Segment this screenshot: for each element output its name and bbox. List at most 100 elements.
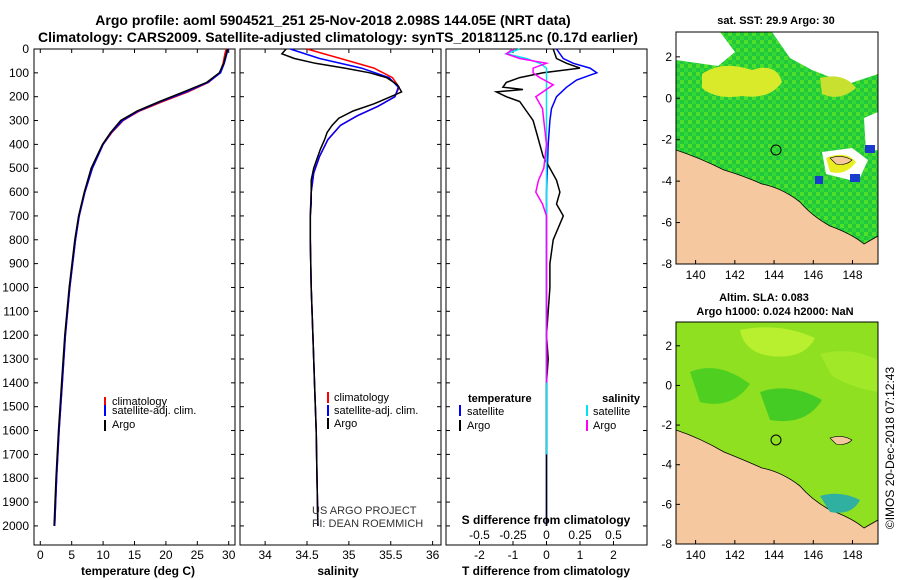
map-y-tick-label: 2: [665, 339, 672, 353]
x-tick-label: 0: [543, 548, 550, 562]
diff-legend-salinity-heading: salinity: [602, 393, 641, 405]
difference-panel: -2 -1 0 1 2 T difference from climatology S …: [445, 48, 648, 578]
s-tick-label: 0.25: [568, 528, 592, 542]
sal-legend-satellite: satellite-adj. clim.: [334, 405, 418, 417]
x-tick-label: 1: [577, 548, 584, 562]
s-difference-label: S difference from climatology: [462, 513, 631, 527]
map-y-tick-label: -8: [661, 257, 672, 271]
x-tick-label: 0: [37, 548, 44, 562]
sst-map-panel: sat. SST: 29.9 Argo: 30 140 142 144 146 148 2…: [661, 15, 879, 282]
sst-argo-position-marker: [770, 144, 782, 156]
depth-tick-label: 100: [9, 66, 29, 80]
depth-axis: 0 100 200 300 400 500 600 700 800 900 1000 1100 1200…: [2, 42, 29, 533]
sla-low-patch: [760, 388, 822, 422]
series-t-satellite: [545, 48, 599, 526]
s-difference-ticks: -0.5 -0.25 0 0.25 0.5: [469, 528, 622, 542]
salinity-legend: climatology satellite-adj. clim. Argo: [327, 392, 418, 430]
depth-tick-label: 500: [9, 161, 29, 175]
sla-coastal-patch: [820, 493, 860, 513]
salinity-axes-box: [239, 48, 442, 546]
temperature-panel: 0 5 10 15 20 25 30 temperature (deg C) climato…: [33, 48, 236, 578]
depth-tick-label: 400: [9, 137, 29, 151]
salinity-xlabel: salinity: [317, 564, 359, 578]
depth-tick-label: 300: [9, 114, 29, 128]
pi-annotation: PI: DEAN ROEMMICH: [312, 518, 423, 530]
map-y-tick-label: -6: [661, 497, 672, 511]
depth-tick-label: 0: [22, 42, 29, 56]
temperature-legend: climatology satellite-adj. clim. Argo: [104, 396, 196, 431]
depth-tick-label: 600: [9, 185, 29, 199]
map-x-tick-label: 142: [725, 268, 745, 282]
depth-tick-label: 1100: [3, 304, 29, 318]
salinity-panel: 34 34.5 35 35.5 36 salinity climatology sate…: [239, 48, 442, 578]
sst-map-title: sat. SST: 29.9 Argo: 30: [717, 15, 835, 27]
x-tick-label: 35.5: [379, 548, 403, 562]
map-x-tick-label: 142: [725, 548, 745, 562]
depth-tick-label: 1800: [2, 471, 29, 485]
x-tick-label: 2: [610, 548, 617, 562]
x-tick-label: -2: [474, 548, 485, 562]
sst-land-new-guinea: [676, 149, 878, 264]
map-y-tick-label: 2: [665, 50, 672, 64]
sst-island: [829, 156, 853, 165]
x-tick-label: -1: [508, 548, 519, 562]
legend-climatology: climatology: [112, 396, 168, 408]
map-y-tick-label: -4: [661, 458, 672, 472]
difference-xlabel: T difference from climatology: [462, 564, 630, 578]
salinity-ticks: 34 34.5 35 35.5 36: [240, 48, 441, 562]
map-x-tick-label: 148: [842, 268, 862, 282]
sst-cool-cell: [865, 145, 875, 153]
s-tick-label: -0.25: [499, 528, 527, 542]
depth-tick-label: 1700: [2, 447, 29, 461]
series-argo: [280, 48, 403, 526]
depth-tick-label: 200: [9, 90, 29, 104]
x-tick-label: 34: [258, 548, 272, 562]
series-s-argo: [504, 48, 555, 383]
sla-map-field: [676, 322, 878, 544]
map-y-tick-label: 0: [665, 378, 672, 392]
map-y-tick-label: -4: [661, 174, 672, 188]
depth-tick-label: 700: [9, 209, 29, 223]
map-x-tick-label: 144: [764, 548, 784, 562]
sla-map-title: Altim. SLA: 0.083: [719, 292, 809, 304]
temperature-lines: [53, 48, 229, 526]
sst-map-frame: [675, 31, 879, 265]
sla-land-new-guinea: [676, 429, 878, 544]
temperature-xlabel: temperature (deg C): [81, 564, 195, 578]
sla-map-panel: Altim. SLA: 0.083 Argo h1000: 0.024 h200…: [661, 292, 879, 562]
sst-missing-area: [864, 112, 878, 152]
sst-cool-cell: [815, 176, 823, 184]
x-tick-label: 5: [68, 548, 75, 562]
sst-map-ticks: 140 142 144 146 148 2 0 -2 -4 -6 -8: [661, 50, 863, 282]
map-y-tick-label: -6: [661, 216, 672, 230]
map-x-tick-label: 146: [803, 548, 823, 562]
sal-legend-climatology: climatology: [334, 392, 390, 404]
x-tick-label: 25: [191, 548, 205, 562]
series-climatology: [306, 48, 400, 526]
sla-map-ticks: 140 142 144 146 148 2 0 -2 -4 -6 -8: [661, 339, 863, 562]
x-tick-label: 15: [128, 548, 142, 562]
legend-argo: Argo: [112, 419, 135, 431]
sla-island: [829, 436, 853, 445]
sst-missing-area: [772, 32, 878, 84]
x-tick-label: 30: [222, 548, 236, 562]
depth-tick-label: 800: [9, 233, 29, 247]
x-tick-label: 35: [342, 548, 356, 562]
temperature-ticks: 0 5 10 15 20 25 30: [34, 48, 236, 562]
diff-legend-t-argo: Argo: [467, 420, 490, 432]
diff-legend-temperature-heading: temperature: [468, 393, 532, 405]
map-y-tick-label: -2: [661, 418, 672, 432]
map-y-tick-label: -2: [661, 133, 672, 147]
depth-tick-label: 1400: [2, 376, 29, 390]
diff-legend-s-satellite: satellite: [593, 406, 630, 418]
sla-low-patch: [690, 368, 750, 404]
sla-argo-position-marker: [770, 434, 782, 446]
map-y-tick-label: -8: [661, 537, 672, 551]
sla-map-frame: [675, 321, 879, 545]
depth-tick-label: 1900: [2, 495, 29, 509]
depth-tick-label: 1600: [2, 424, 29, 438]
x-tick-label: 20: [159, 548, 173, 562]
series-satellite-adj-clim-: [53, 48, 229, 526]
diff-legend-s-argo: Argo: [593, 420, 616, 432]
